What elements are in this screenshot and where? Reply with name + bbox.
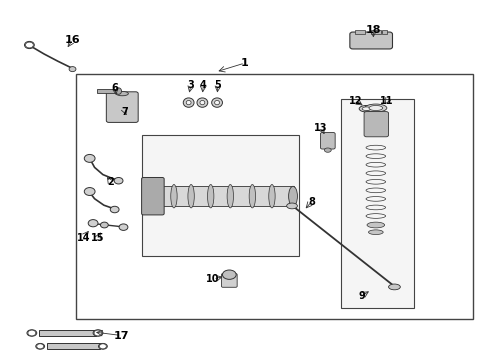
Text: 13: 13 xyxy=(314,123,328,133)
Circle shape xyxy=(84,154,95,162)
Bar xyxy=(371,30,381,34)
Text: 4: 4 xyxy=(200,80,207,90)
Text: 18: 18 xyxy=(366,24,381,35)
Ellipse shape xyxy=(208,184,214,208)
Circle shape xyxy=(119,224,128,230)
Text: 8: 8 xyxy=(308,197,315,207)
FancyBboxPatch shape xyxy=(142,177,164,215)
Bar xyxy=(142,135,299,256)
Ellipse shape xyxy=(24,41,34,49)
Ellipse shape xyxy=(227,184,233,208)
Text: 14: 14 xyxy=(76,233,90,243)
Ellipse shape xyxy=(183,98,194,107)
Ellipse shape xyxy=(36,343,45,349)
Ellipse shape xyxy=(324,148,331,152)
Text: 2: 2 xyxy=(107,177,114,187)
Ellipse shape xyxy=(249,184,256,208)
Ellipse shape xyxy=(369,105,383,111)
Ellipse shape xyxy=(27,330,37,336)
Bar xyxy=(341,99,414,308)
Ellipse shape xyxy=(365,104,387,112)
FancyBboxPatch shape xyxy=(320,132,335,149)
Text: 17: 17 xyxy=(114,330,129,341)
Ellipse shape xyxy=(215,100,220,105)
Ellipse shape xyxy=(188,184,195,208)
Ellipse shape xyxy=(362,107,371,111)
Ellipse shape xyxy=(143,183,161,210)
Text: 7: 7 xyxy=(122,107,128,117)
Text: 6: 6 xyxy=(112,83,119,93)
Ellipse shape xyxy=(116,88,122,94)
Ellipse shape xyxy=(222,270,236,279)
Text: 5: 5 xyxy=(215,80,221,90)
Ellipse shape xyxy=(212,98,222,107)
Bar xyxy=(47,343,100,349)
Circle shape xyxy=(94,330,102,336)
Circle shape xyxy=(84,188,95,195)
Bar xyxy=(355,30,365,34)
Circle shape xyxy=(114,177,123,184)
Text: 3: 3 xyxy=(188,80,195,90)
Bar xyxy=(149,186,294,206)
Ellipse shape xyxy=(93,330,103,336)
Ellipse shape xyxy=(171,184,177,208)
Circle shape xyxy=(110,206,119,213)
Ellipse shape xyxy=(367,222,385,228)
FancyBboxPatch shape xyxy=(221,274,237,287)
Text: 10: 10 xyxy=(206,274,220,284)
Ellipse shape xyxy=(269,184,275,208)
Bar xyxy=(76,74,473,319)
Circle shape xyxy=(28,330,36,336)
Ellipse shape xyxy=(116,91,128,96)
Ellipse shape xyxy=(98,343,107,349)
Ellipse shape xyxy=(186,100,191,105)
Circle shape xyxy=(25,42,33,48)
Bar xyxy=(382,30,387,34)
FancyBboxPatch shape xyxy=(364,112,389,137)
Ellipse shape xyxy=(69,67,76,72)
Circle shape xyxy=(37,344,44,349)
Text: 12: 12 xyxy=(349,96,363,106)
Ellipse shape xyxy=(200,100,205,105)
Circle shape xyxy=(88,220,98,227)
Circle shape xyxy=(100,222,108,228)
Ellipse shape xyxy=(197,98,208,107)
Ellipse shape xyxy=(359,105,374,112)
FancyBboxPatch shape xyxy=(106,92,138,122)
Circle shape xyxy=(99,344,106,349)
Ellipse shape xyxy=(368,230,383,235)
FancyBboxPatch shape xyxy=(350,32,392,49)
Text: 11: 11 xyxy=(380,96,394,106)
Ellipse shape xyxy=(389,284,400,290)
Bar xyxy=(39,330,96,336)
Text: 1: 1 xyxy=(241,58,249,68)
Text: 9: 9 xyxy=(358,291,365,301)
Ellipse shape xyxy=(289,186,297,206)
Ellipse shape xyxy=(287,203,297,209)
Text: 15: 15 xyxy=(91,233,105,243)
Text: 16: 16 xyxy=(65,35,80,45)
Bar xyxy=(97,89,119,93)
